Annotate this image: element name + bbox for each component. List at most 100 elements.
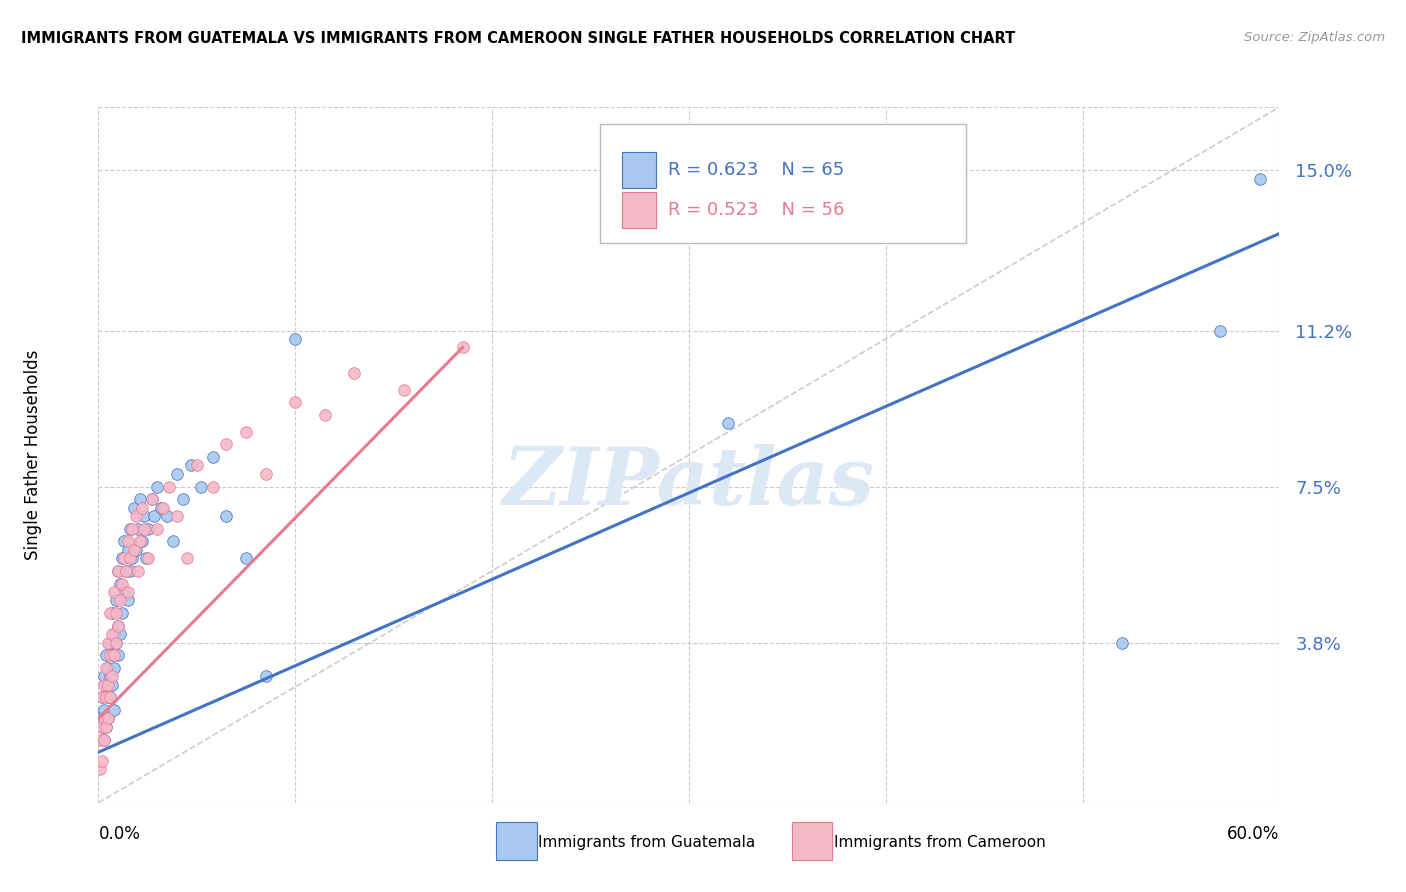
Point	[97, 711, 120, 725]
Point	[91, 690, 114, 705]
Point	[96, 661, 118, 675]
Point	[141, 492, 163, 507]
Point	[101, 669, 124, 683]
Point	[96, 720, 118, 734]
Point	[1249, 171, 1271, 186]
Point	[93, 669, 115, 683]
Point	[93, 703, 115, 717]
Point	[127, 522, 149, 536]
Point	[103, 648, 125, 663]
Point	[284, 395, 307, 409]
Point	[122, 542, 145, 557]
Point	[98, 669, 121, 683]
Point	[314, 408, 336, 422]
Point	[125, 509, 148, 524]
Point	[111, 576, 134, 591]
Text: Immigrants from Guatemala: Immigrants from Guatemala	[538, 835, 756, 849]
Point	[451, 340, 474, 354]
Point	[89, 711, 111, 725]
Point	[105, 593, 128, 607]
Point	[343, 366, 366, 380]
Point	[146, 522, 169, 536]
Point	[142, 509, 165, 524]
Point	[117, 542, 139, 557]
Point	[97, 661, 120, 675]
FancyBboxPatch shape	[621, 192, 655, 228]
Point	[105, 635, 128, 649]
Point	[125, 542, 148, 557]
Point	[254, 467, 277, 481]
Point	[118, 564, 141, 578]
Point	[235, 425, 257, 439]
Point	[91, 720, 114, 734]
Point	[112, 585, 135, 599]
Point	[121, 551, 143, 566]
Point	[91, 690, 114, 705]
Point	[176, 551, 198, 566]
Point	[98, 606, 121, 620]
Point	[117, 593, 139, 607]
Point	[107, 564, 129, 578]
Point	[96, 648, 118, 663]
Point	[93, 678, 115, 692]
Point	[105, 635, 128, 649]
FancyBboxPatch shape	[621, 153, 655, 188]
Point	[96, 678, 118, 692]
Point	[215, 437, 238, 451]
Text: R = 0.623    N = 65: R = 0.623 N = 65	[668, 161, 844, 179]
Point	[118, 522, 141, 536]
Point	[98, 690, 121, 705]
Point	[93, 732, 115, 747]
Point	[131, 500, 153, 515]
Point	[141, 492, 163, 507]
Point	[103, 661, 125, 675]
Point	[105, 606, 128, 620]
Point	[101, 678, 124, 692]
Point	[97, 711, 120, 725]
Text: R = 0.523    N = 56: R = 0.523 N = 56	[668, 201, 844, 219]
Text: Immigrants from Cameroon: Immigrants from Cameroon	[834, 835, 1046, 849]
Point	[150, 500, 173, 515]
Text: 0.0%: 0.0%	[98, 825, 141, 843]
Text: Source: ZipAtlas.com: Source: ZipAtlas.com	[1244, 31, 1385, 45]
Point	[1111, 635, 1133, 649]
FancyBboxPatch shape	[600, 124, 966, 243]
Point	[284, 332, 307, 346]
Point	[112, 534, 135, 549]
Point	[98, 635, 121, 649]
Point	[132, 509, 155, 524]
Point	[115, 564, 138, 578]
Point	[254, 669, 277, 683]
Point	[717, 417, 740, 431]
Point	[128, 534, 150, 549]
Point	[166, 509, 188, 524]
Point	[112, 551, 135, 566]
Point	[122, 500, 145, 515]
Point	[91, 720, 114, 734]
Point	[136, 551, 159, 566]
Point	[162, 534, 184, 549]
Point	[108, 593, 131, 607]
Point	[201, 479, 224, 493]
Point	[152, 500, 174, 515]
Point	[107, 648, 129, 663]
Point	[115, 564, 138, 578]
Point	[89, 732, 111, 747]
Point	[93, 732, 115, 747]
Point	[146, 479, 169, 493]
Point	[201, 450, 224, 464]
Point	[89, 762, 111, 776]
Point	[157, 479, 180, 493]
Text: 60.0%: 60.0%	[1227, 825, 1279, 843]
Point	[103, 627, 125, 641]
Point	[180, 458, 202, 473]
Point	[166, 467, 188, 481]
Text: ZIPatlas: ZIPatlas	[503, 444, 875, 522]
Point	[97, 635, 120, 649]
Point	[101, 606, 124, 620]
Point	[172, 492, 194, 507]
Point	[91, 754, 114, 768]
Point	[128, 492, 150, 507]
Point	[103, 585, 125, 599]
Point	[96, 690, 118, 705]
